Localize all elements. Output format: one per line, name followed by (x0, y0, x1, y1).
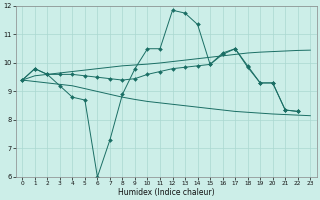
X-axis label: Humidex (Indice chaleur): Humidex (Indice chaleur) (118, 188, 215, 197)
